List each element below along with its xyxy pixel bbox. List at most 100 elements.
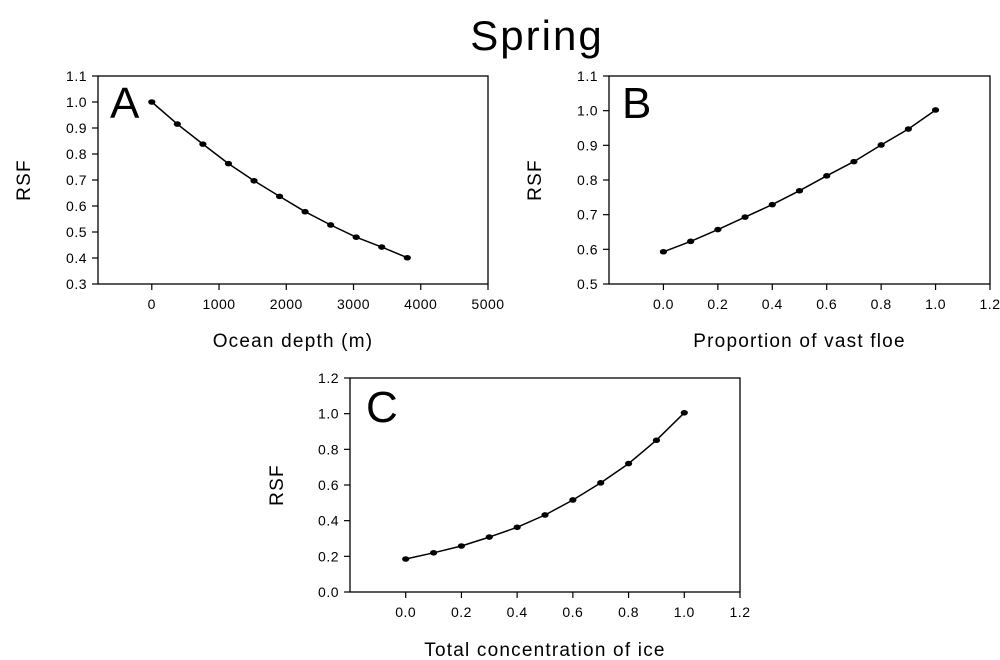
x-tick-label: 0.8 [871,296,892,312]
data-point [687,238,695,245]
x-tick-label: 0.2 [707,296,728,312]
x-tick-label: 0.6 [562,604,583,620]
chart-panels: 0.3 0.4 0.5 0.6 0.7 0.8 0.9 1.0 1.1 0 1000 2000 3000… [14,68,1000,660]
x-tick-label: 1000 [202,296,235,312]
y-tick-label: 1.2 [318,370,339,386]
data-points [659,107,940,255]
panel-letter: B [622,79,651,128]
x-tick-label: 1.0 [674,604,695,620]
figure-title: Spring [470,12,603,59]
data-point [485,534,493,540]
y-tick-label: 0.0 [318,584,339,600]
y-tick-label: 0.8 [318,441,339,457]
y-tick-label: 1.1 [577,68,598,84]
data-point [429,549,438,556]
data-point [823,173,831,179]
data-point [224,160,233,167]
y-tick-label: 0.9 [66,120,87,136]
y-tick-label: 0.4 [66,250,87,266]
x-tick-label: 1.2 [730,604,751,620]
data-point [403,254,411,261]
series-line [405,412,685,560]
data-point [795,187,804,194]
data-point [541,512,549,518]
y-tick-label: 0.6 [318,477,339,493]
x-tick-label: 0.4 [507,604,528,620]
data-point [250,177,258,184]
data-point [457,543,466,549]
data-point [275,193,284,200]
y-tick-label: 0.4 [318,513,339,529]
data-point [680,409,688,416]
y-axis-label: RSF [525,159,546,201]
plot-frame [97,75,489,285]
y-tick-label: 1.0 [577,103,598,119]
y-tick-label: 1.0 [66,94,87,110]
data-point [714,226,722,233]
x-tick-label: 2000 [270,296,303,312]
data-point [904,126,912,132]
panel-letter: C [366,383,398,432]
x-tick-label: 4000 [404,296,437,312]
x-tick-label: 0.2 [451,604,472,620]
data-point [741,214,749,220]
data-point [624,460,633,467]
x-tick-label: 0 [148,296,156,312]
data-points [148,99,411,261]
panel-a: 0.3 0.4 0.5 0.6 0.7 0.8 0.9 1.0 1.1 0 1000 2000 3000… [14,68,504,352]
x-tick-label: 0.6 [816,296,837,312]
y-tick-label: 0.8 [66,146,87,162]
y-tick-label: 0.6 [577,241,598,257]
data-point [199,141,207,147]
y-axis: 0.0 0.2 0.4 0.6 0.8 1.0 1.2 [318,370,350,600]
y-tick-label: 0.3 [66,276,87,292]
y-axis-label: RSF [14,159,35,201]
panel-letter: A [110,79,140,128]
x-axis: 0.0 0.2 0.4 0.6 0.8 1.0 1.2 [395,592,750,620]
y-tick-label: 0.7 [66,172,87,188]
x-tick-label: 0.8 [618,604,639,620]
data-point [148,99,156,105]
x-axis-label: Ocean depth (m) [213,331,374,352]
x-axis-label: Total concentration of ice [424,640,665,660]
data-point [768,201,776,208]
data-point [877,142,885,148]
data-point [402,556,410,562]
panel-c: 0.0 0.2 0.4 0.6 0.8 1.0 1.2 0.0 0.2 0.4 0.6 0.8 1.0 1… [267,370,750,660]
data-point [850,158,858,165]
data-point [173,121,181,127]
x-tick-label: 1.0 [925,296,946,312]
panel-b: 0.5 0.6 0.7 0.8 0.9 1.0 1.1 0.0 0.2 0.4 0.6 0.8 1.0 1… [525,68,1000,352]
data-point [378,244,386,250]
y-tick-label: 0.8 [577,172,598,188]
y-axis: 0.3 0.4 0.5 0.6 0.7 0.8 0.9 1.0 1.1 [66,68,98,292]
x-tick-label: 0.0 [395,604,416,620]
y-tick-label: 0.6 [66,198,87,214]
y-tick-label: 0.5 [577,276,598,292]
series-line [151,101,408,259]
data-point [659,248,668,255]
data-point [513,524,521,531]
data-point [597,480,605,486]
y-tick-label: 1.1 [66,68,87,84]
y-axis-label: RSF [267,464,288,506]
x-axis: 0 1000 2000 3000 4000 5000 [148,284,504,312]
x-tick-label: 3000 [337,296,370,312]
data-point [652,437,661,444]
x-axis-label: Proportion of vast floe [693,331,905,352]
y-tick-label: 0.2 [318,548,339,564]
y-tick-label: 0.7 [577,207,598,223]
data-point [327,222,335,228]
y-tick-label: 0.5 [66,224,87,240]
x-tick-label: 0.0 [653,296,674,312]
x-axis: 0.0 0.2 0.4 0.6 0.8 1.0 1.2 [653,284,1000,312]
data-point [352,234,360,240]
x-tick-label: 5000 [471,296,504,312]
data-point [569,497,577,503]
y-axis: 0.5 0.6 0.7 0.8 0.9 1.0 1.1 [577,68,609,292]
y-tick-label: 0.9 [577,137,598,153]
data-point [931,107,940,113]
x-tick-label: 1.2 [980,296,1000,312]
x-tick-label: 0.4 [762,296,783,312]
